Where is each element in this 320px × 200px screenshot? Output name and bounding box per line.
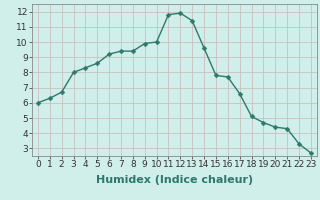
- X-axis label: Humidex (Indice chaleur): Humidex (Indice chaleur): [96, 175, 253, 185]
